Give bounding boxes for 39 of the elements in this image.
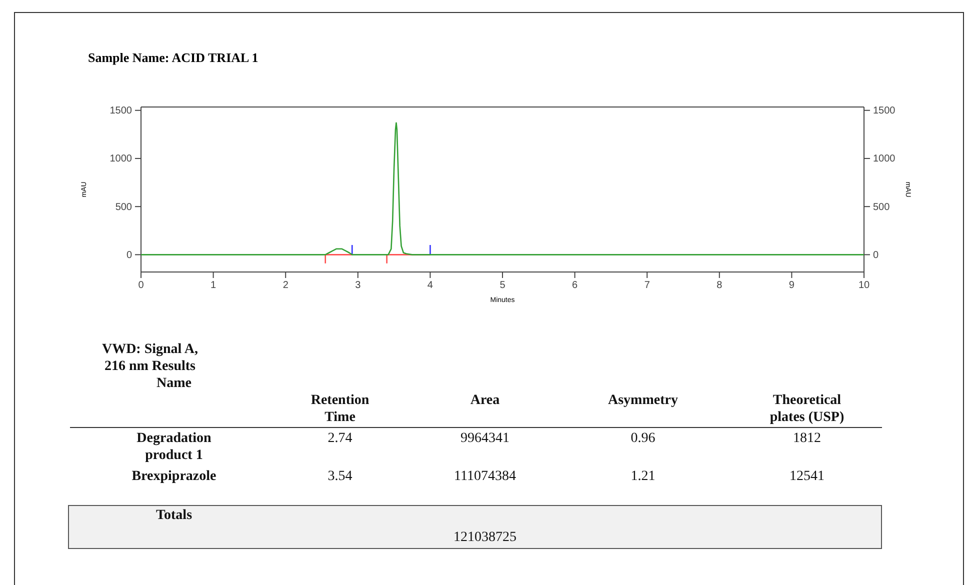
text: 2.74 [326, 430, 354, 447]
x-tick-label: 4 [427, 280, 434, 292]
text: Degradation product 1 [136, 430, 212, 464]
text: Asymmetry [607, 392, 679, 409]
text: 9964341 [460, 430, 510, 447]
text: VWD: Signal A, 216 nm Results [100, 341, 200, 375]
text: 0.96 [630, 430, 656, 447]
text: Retention Time [310, 392, 370, 426]
x-tick-label: 3 [355, 280, 362, 292]
text: 111074384 [453, 468, 517, 485]
text: 3.54 [326, 468, 354, 485]
text: 121038725 [452, 529, 518, 546]
x-tick-label: 2 [282, 280, 289, 292]
x-tick-label: 0 [138, 280, 144, 292]
y-tick-label: 1000 [110, 154, 132, 165]
x-tick-label: 6 [572, 280, 578, 292]
text: 1.21 [630, 468, 656, 485]
x-tick-label: 8 [716, 280, 723, 292]
text: Totals [154, 507, 194, 524]
text: Brexpiprazole [130, 468, 218, 485]
x-tick-label: 7 [644, 280, 650, 292]
x-tick-label: 10 [858, 280, 870, 292]
x-tick-label: 1 [210, 280, 217, 292]
text: 12541 [788, 468, 826, 485]
x-tick-label: 5 [500, 280, 506, 292]
x-tick-label: 9 [788, 280, 795, 292]
text: Theoretical plates (USP) [768, 392, 846, 426]
text: Name [156, 375, 192, 392]
y2-tick-label: 500 [873, 202, 890, 213]
y2-tick-label: 1500 [873, 106, 896, 117]
y2-tick-label: 0 [873, 250, 879, 261]
y2-tick-label: 1000 [873, 154, 896, 165]
line-series [140, 122, 865, 256]
chart-title: Sample Name: ACID TRIAL 1 [88, 50, 258, 65]
text: Area [469, 392, 501, 409]
y-tick-label: 1500 [110, 106, 132, 117]
y-tick-label: 500 [115, 202, 132, 213]
text: 1812 [792, 430, 822, 447]
y-tick-label: 0 [126, 250, 132, 261]
